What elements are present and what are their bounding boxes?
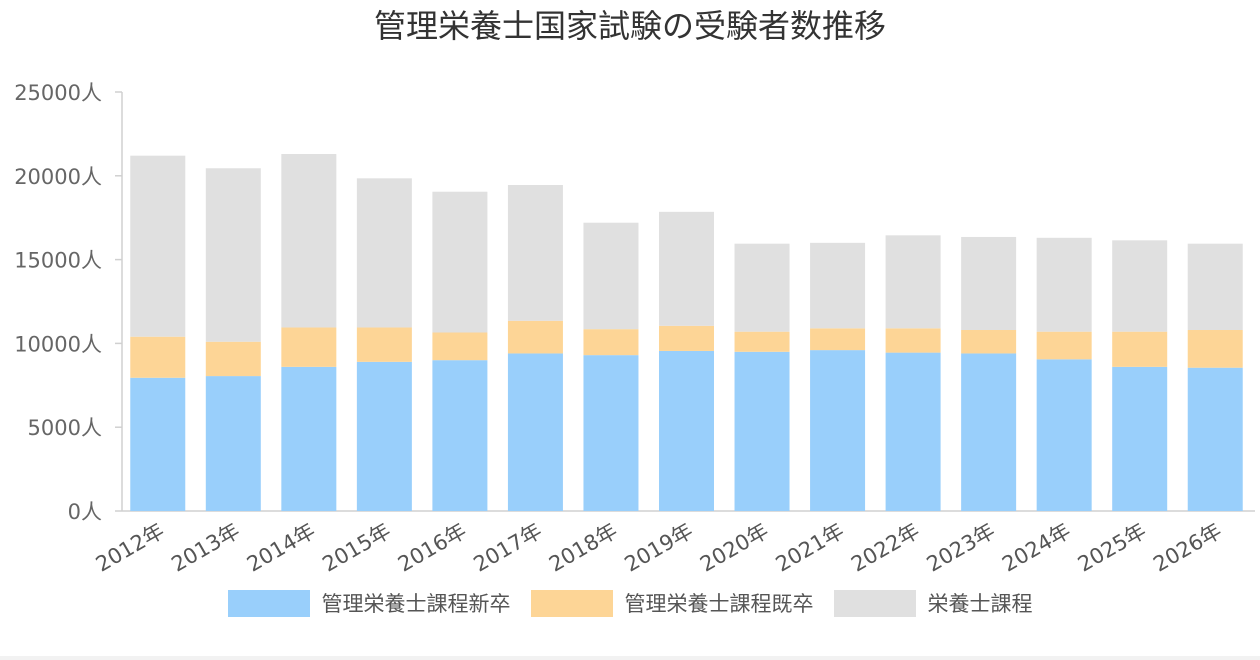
x-tick-label: 2014年 [243, 519, 319, 577]
x-tick-label: 2017年 [469, 519, 545, 577]
bar-segment-3 [961, 236, 1017, 330]
bar-segment-1 [1036, 359, 1092, 511]
y-tick-label: 20000人 [14, 165, 102, 189]
bar-segment-2 [1112, 331, 1168, 367]
bar-segment-2 [734, 331, 790, 352]
x-tick-label: 2021年 [772, 519, 848, 577]
bar-segment-1 [810, 350, 866, 511]
bar-segment-3 [734, 243, 790, 332]
bar-segment-2 [961, 329, 1017, 354]
x-tick-label: 2012年 [92, 519, 168, 577]
bar-segment-1 [1112, 366, 1168, 511]
x-tick-label: 2024年 [998, 519, 1074, 577]
legend-swatch [833, 589, 916, 617]
x-tick-label: 2013年 [167, 519, 243, 577]
bar-segment-3 [130, 155, 186, 337]
bar-segment-1 [734, 351, 790, 511]
bar-segment-1 [281, 366, 337, 511]
bar-segment-1 [432, 360, 488, 511]
legend-swatch [227, 589, 310, 617]
x-tick-label: 2025年 [1074, 519, 1150, 577]
bar-segment-3 [356, 178, 412, 328]
x-tick-label: 2026年 [1149, 519, 1225, 577]
bar-segment-2 [281, 327, 337, 367]
bar-segment-3 [659, 211, 714, 326]
bar-segment-3 [885, 235, 941, 329]
bar-segment-1 [356, 361, 412, 511]
bar-segment-1 [507, 353, 563, 511]
x-tick-label: 2019年 [621, 519, 697, 577]
x-tick-label: 2023年 [923, 519, 999, 577]
divider [0, 656, 1260, 660]
bar-segment-2 [885, 328, 941, 353]
bar-segment-2 [1187, 329, 1243, 368]
bar-segment-2 [659, 325, 714, 351]
bar-segment-2 [130, 336, 186, 378]
bar-segment-3 [205, 168, 261, 342]
chart-title: 管理栄養士国家試験の受験者数推移 [373, 7, 886, 45]
legend-label: 栄養士課程 [927, 592, 1033, 616]
x-tick-label: 2015年 [318, 519, 394, 577]
bar-segment-3 [1036, 237, 1092, 332]
bar-segment-1 [961, 353, 1017, 511]
legend-item[interactable]: 管理栄養士課程既卒 [530, 588, 814, 618]
bar-segment-1 [205, 376, 261, 511]
bar-segment-3 [583, 222, 639, 330]
y-tick-label: 5000人 [28, 416, 102, 440]
bar-segment-3 [432, 191, 488, 333]
bar-segment-2 [432, 332, 488, 361]
chart-legend: 管理栄養士課程新卒 管理栄養士課程既卒 栄養士課程 [0, 588, 1260, 618]
bar-segment-3 [507, 185, 563, 321]
legend-label: 管理栄養士課程既卒 [624, 592, 814, 616]
bar-segment-2 [583, 329, 639, 356]
x-tick-label: 2022年 [847, 519, 923, 577]
bar-segment-2 [1036, 331, 1092, 360]
y-tick-label: 10000人 [14, 332, 102, 356]
bar-segment-2 [356, 327, 412, 362]
bar-segment-1 [885, 352, 941, 511]
bar-segment-2 [507, 320, 563, 354]
bar-segment-1 [583, 355, 639, 511]
y-tick-label: 25000人 [14, 81, 102, 105]
bar-segment-3 [810, 242, 866, 329]
bar-segment-2 [810, 328, 866, 351]
y-tick-label: 0人 [68, 500, 102, 524]
legend-item[interactable]: 栄養士課程 [833, 588, 1033, 618]
bar-segment-1 [659, 350, 714, 511]
x-tick-label: 2020年 [696, 519, 772, 577]
bar-segment-1 [1187, 367, 1243, 511]
x-tick-label: 2018年 [545, 519, 621, 577]
bar-segment-2 [205, 341, 261, 377]
bar-segment-3 [281, 154, 337, 328]
bar-chart: 0人 5000人 10000人 15000人 20000人 25000人 2012年 2013… [14, 81, 1255, 577]
bar-segment-3 [1112, 240, 1168, 332]
bar-segment-3 [1187, 243, 1243, 330]
x-tick-label: 2016年 [394, 519, 470, 577]
legend-swatch [530, 589, 613, 617]
legend-label: 管理栄養士課程新卒 [321, 592, 511, 616]
bar-segment-1 [130, 377, 186, 511]
legend-item[interactable]: 管理栄養士課程新卒 [227, 588, 511, 618]
y-tick-label: 15000人 [14, 249, 102, 273]
